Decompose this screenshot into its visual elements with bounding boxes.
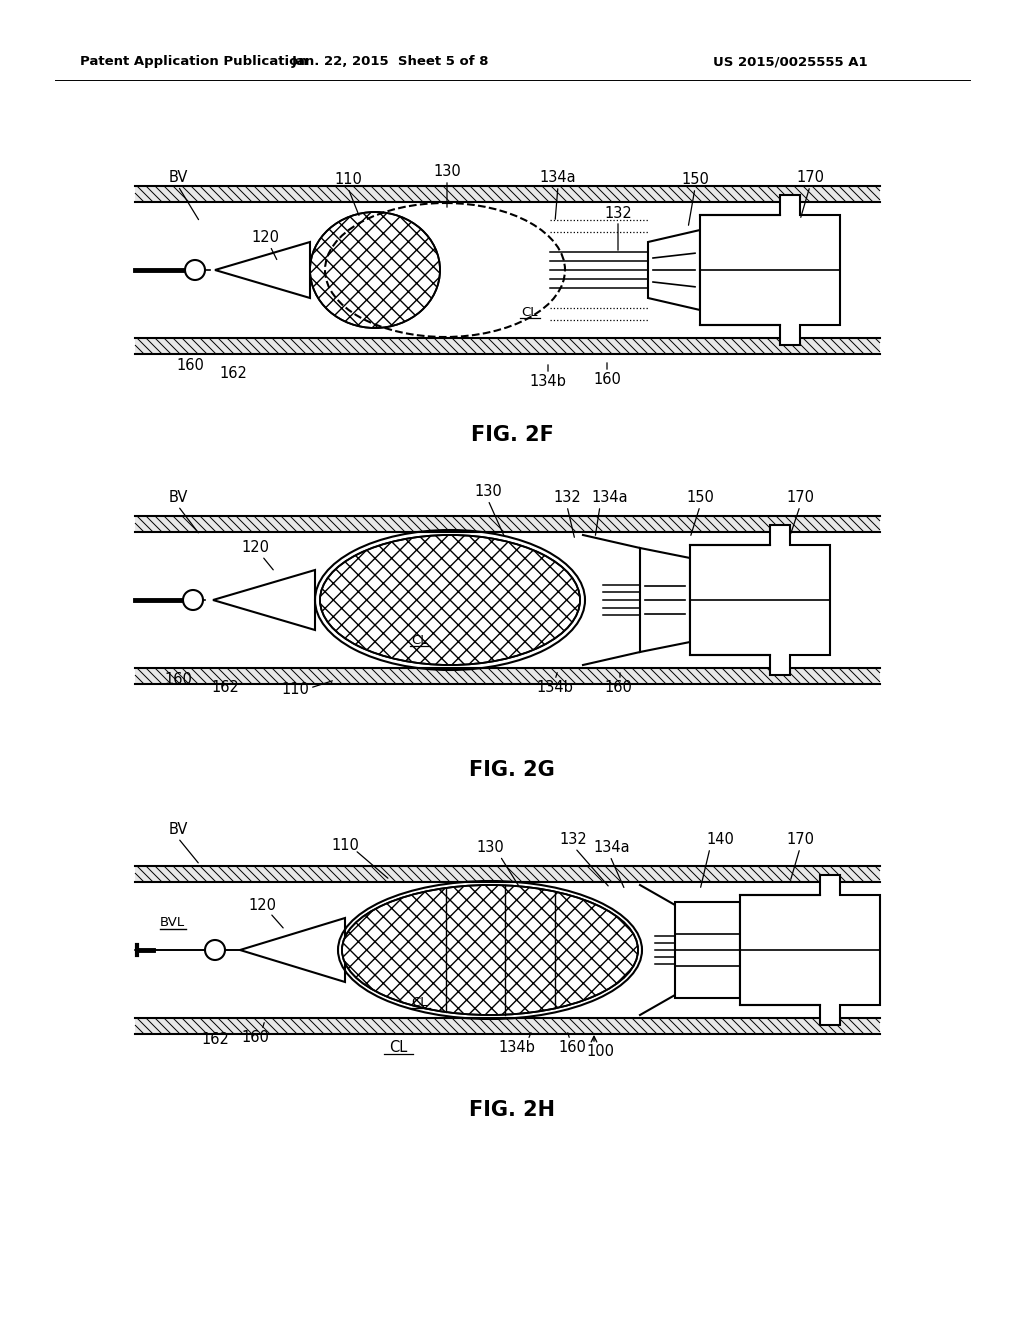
Text: 110: 110 [331,837,359,853]
Text: 120: 120 [248,898,276,912]
Text: CL: CL [389,1040,408,1056]
Polygon shape [648,230,700,310]
Text: 100: 100 [586,1044,614,1060]
Ellipse shape [205,940,225,960]
Text: 134a: 134a [594,841,631,855]
Text: 160: 160 [164,672,191,688]
Text: 134a: 134a [592,491,629,506]
Text: 120: 120 [241,540,269,556]
Polygon shape [135,186,880,202]
Text: 110: 110 [334,173,361,187]
Text: 160: 160 [558,1040,586,1056]
Text: CL: CL [412,634,428,647]
Text: 132: 132 [604,206,632,220]
Ellipse shape [183,590,203,610]
Text: CL: CL [412,995,428,1008]
Text: 110: 110 [281,682,309,697]
Text: BV: BV [168,491,187,506]
Text: 150: 150 [686,491,714,506]
Text: 160: 160 [241,1031,269,1045]
Text: 134b: 134b [537,681,573,696]
Text: 134b: 134b [529,375,566,389]
Text: 134a: 134a [540,170,577,186]
Text: BV: BV [168,822,187,837]
Text: BV: BV [168,170,187,186]
Polygon shape [135,866,880,882]
Polygon shape [675,902,740,998]
Polygon shape [135,1018,880,1034]
Polygon shape [690,525,830,675]
Polygon shape [740,875,880,1026]
Polygon shape [135,516,880,532]
Text: 162: 162 [201,1032,229,1048]
Text: FIG. 2F: FIG. 2F [471,425,553,445]
Polygon shape [213,570,315,630]
Text: 162: 162 [219,366,247,380]
Text: 134b: 134b [499,1040,536,1056]
Polygon shape [640,548,690,652]
Polygon shape [135,882,880,1018]
Text: 130: 130 [433,165,461,180]
Text: 170: 170 [786,833,814,847]
Text: Patent Application Publication: Patent Application Publication [80,55,308,69]
Polygon shape [135,668,880,684]
Text: 132: 132 [553,491,581,506]
Text: CL: CL [522,305,539,318]
Ellipse shape [319,535,580,665]
Text: 160: 160 [176,358,204,372]
Text: 160: 160 [604,681,632,696]
Text: 130: 130 [474,484,502,499]
Polygon shape [135,532,880,668]
Ellipse shape [342,884,638,1015]
Polygon shape [215,242,310,298]
Text: FIG. 2G: FIG. 2G [469,760,555,780]
Text: FIG. 2H: FIG. 2H [469,1100,555,1119]
Text: Jan. 22, 2015  Sheet 5 of 8: Jan. 22, 2015 Sheet 5 of 8 [291,55,488,69]
Text: 160: 160 [593,372,621,388]
Text: 150: 150 [681,173,709,187]
Text: US 2015/0025555 A1: US 2015/0025555 A1 [713,55,867,69]
Polygon shape [135,202,880,338]
Polygon shape [135,338,880,354]
Ellipse shape [185,260,205,280]
Text: 170: 170 [796,170,824,186]
Text: 130: 130 [476,841,504,855]
Polygon shape [240,917,345,982]
Text: 140: 140 [707,833,734,847]
Text: 170: 170 [786,491,814,506]
Polygon shape [700,195,840,345]
Text: 120: 120 [251,231,279,246]
Text: 132: 132 [559,833,587,847]
Text: 162: 162 [211,681,239,696]
Ellipse shape [310,213,440,327]
Text: BVL: BVL [160,916,185,928]
